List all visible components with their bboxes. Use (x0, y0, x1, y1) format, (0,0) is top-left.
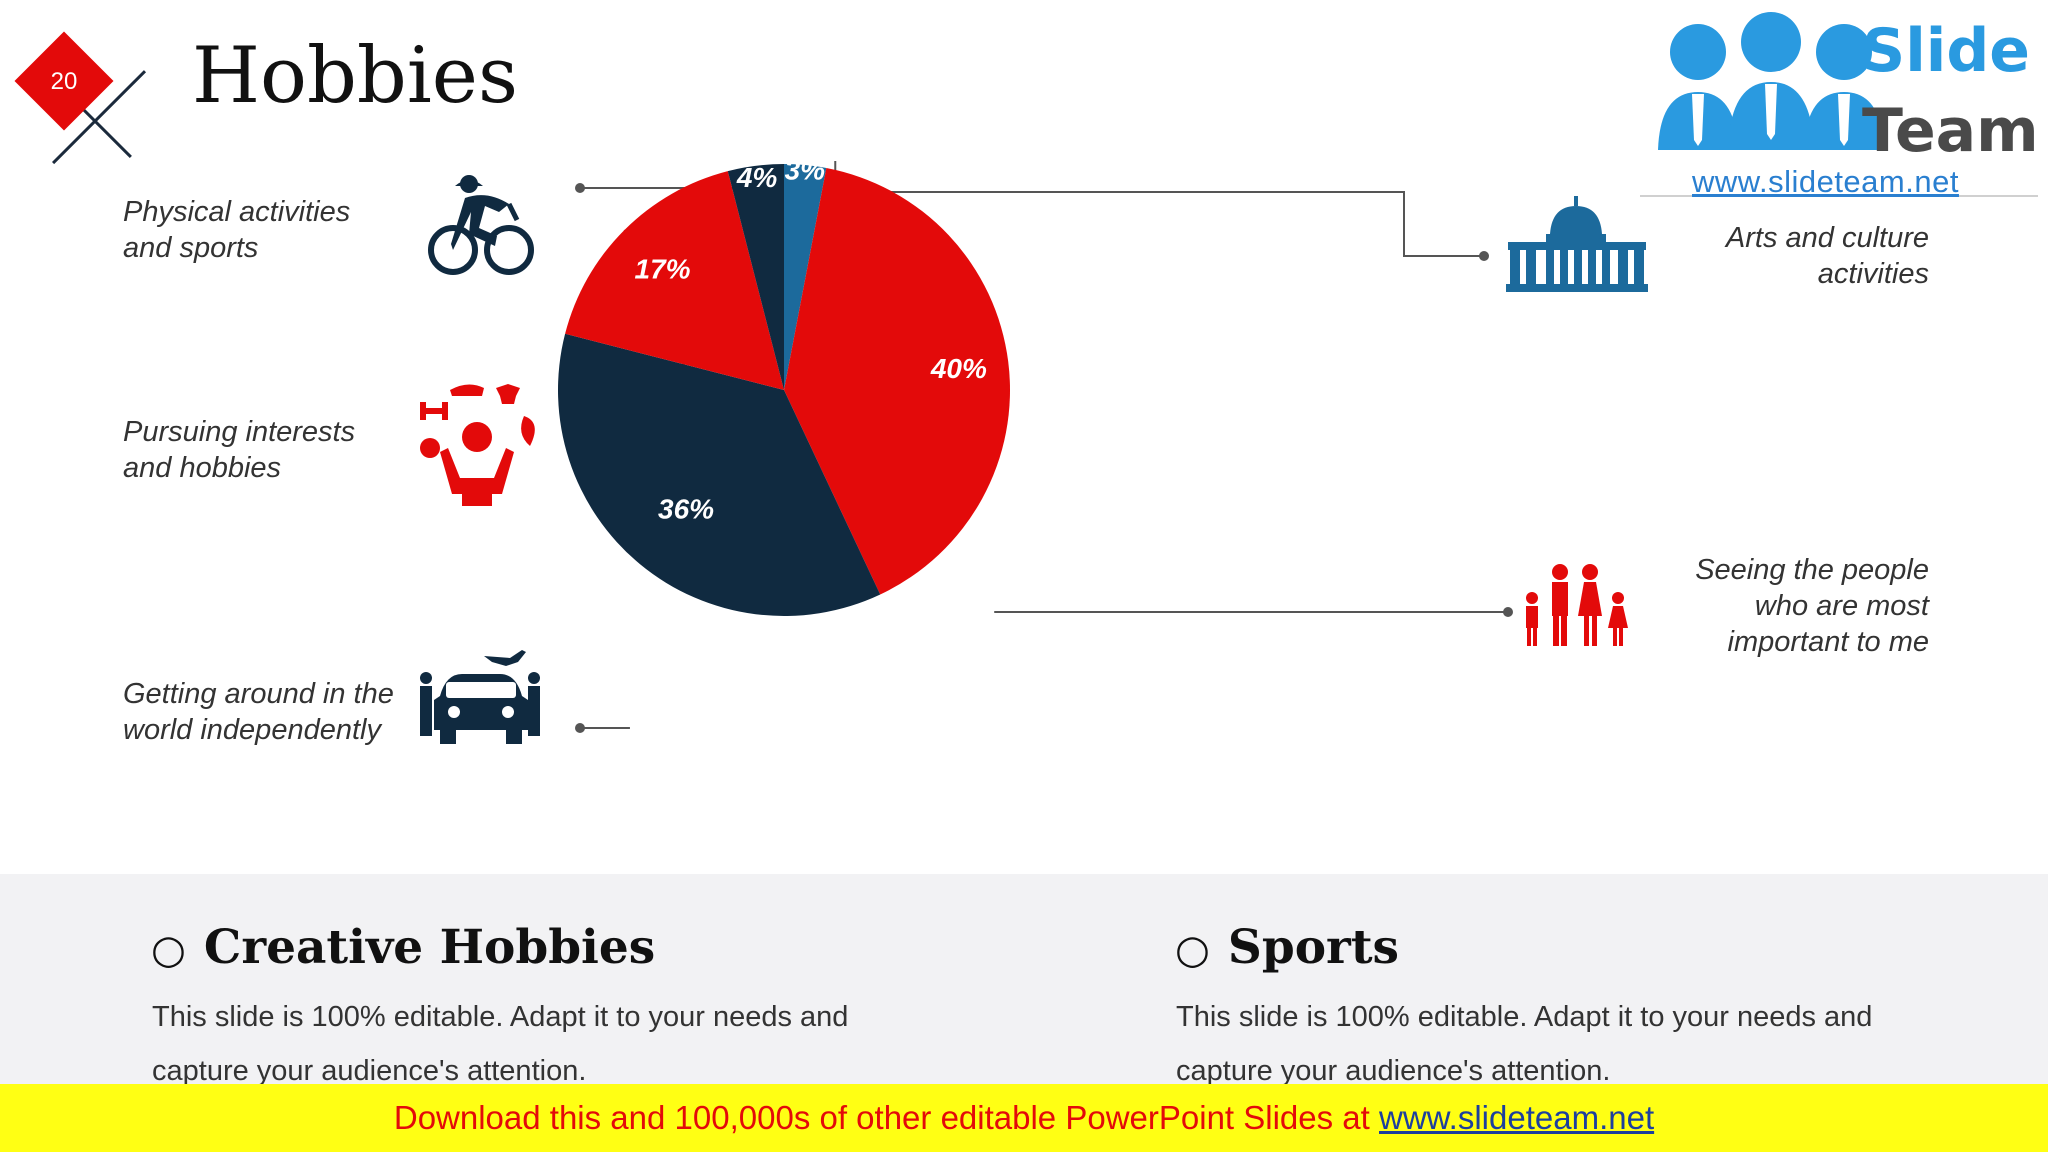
label-physical: Physical activities and sports (123, 194, 350, 266)
pie-chart: 3% 40% 36% 17% 4% (558, 155, 1513, 733)
label-arts-line-1: Arts and culture (1725, 222, 1929, 254)
people-group-icon (1658, 12, 1884, 150)
label-getting-around-line-2: world independently (123, 714, 381, 746)
label-people-line-1: Seeing the people (1695, 554, 1929, 586)
slice-label-2: 36% (658, 493, 714, 524)
section-creative-hobbies-text: This slide is 100% editable. Adapt it to… (152, 1001, 849, 1087)
pie-slice-2 (558, 333, 881, 617)
capitol-building-icon (1506, 196, 1648, 292)
cyclist-icon (428, 175, 534, 275)
logo-divider (1640, 195, 2038, 197)
pie-slice-3 (565, 171, 784, 390)
label-arts-line-2: activities (1817, 258, 1929, 290)
leader-dot-arts (1479, 251, 1489, 261)
label-pursuing-line-2: and hobbies (123, 452, 282, 484)
section-title-text: Sports (1227, 920, 1399, 975)
slice-value-labels: 3% 40% 36% 17% 4% (635, 155, 987, 525)
slide-number: 20 (50, 68, 78, 95)
slideteam-logo: Slide Team (1640, 0, 2039, 198)
slice-label-1: 40% (930, 353, 987, 384)
bullet-circle-icon: ○ (151, 927, 186, 973)
juggling-person-icon (420, 384, 535, 506)
slice-label-0: 3% (785, 155, 826, 186)
pie-slices (558, 164, 1011, 617)
label-getting-around-line-1: Getting around in the (123, 678, 394, 710)
label-pursuing-line-1: Pursuing interests (123, 416, 356, 448)
logo-word-slide: Slide (1862, 16, 2030, 86)
label-people-line-3: important to me (1727, 626, 1929, 658)
car-and-plane-icon (420, 650, 540, 744)
download-banner: Download this and 100,000s of other edit… (0, 1084, 2048, 1152)
section-sports-text: This slide is 100% editable. Adapt it to… (1176, 1001, 1873, 1087)
label-physical-line-1: Physical activities (123, 196, 351, 228)
label-physical-line-2: and sports (123, 232, 259, 264)
slide-title: Hobbies (192, 31, 518, 121)
section-creative-hobbies-title: ○ Creative Hobbies (151, 918, 655, 980)
label-getting-around: Getting around in the world independentl… (123, 676, 394, 748)
leader-dot-getting-around (575, 723, 585, 733)
pie-slice-1 (784, 168, 1011, 595)
section-title-text: Creative Hobbies (203, 920, 656, 975)
label-pursuing: Pursuing interests and hobbies (123, 414, 355, 486)
label-people-line-2: who are most (1754, 590, 1929, 622)
bullet-circle-icon: ○ (1175, 927, 1210, 973)
bottom-panel (0, 874, 2048, 1084)
logo-word-team: Team (1862, 96, 2039, 166)
banner-url-link[interactable]: www.slideteam.net (1379, 1099, 1655, 1136)
leader-dot-physical (575, 183, 585, 193)
logo-url-link[interactable]: www.slideteam.net (1692, 164, 1959, 199)
pie-slice-4 (727, 164, 784, 390)
label-arts: Arts and culture activities (1726, 220, 1929, 292)
leader-dot-people (1503, 607, 1513, 617)
slice-label-3: 17% (635, 254, 691, 285)
family-icon (1526, 564, 1628, 646)
slice-label-4: 4% (736, 162, 778, 193)
label-people: Seeing the people who are most important… (1695, 552, 1929, 660)
banner-text: Download this and 100,000s of other edit… (393, 1099, 1379, 1136)
section-sports-title: ○ Sports (1175, 918, 1399, 980)
pie-slice-0 (784, 164, 827, 390)
